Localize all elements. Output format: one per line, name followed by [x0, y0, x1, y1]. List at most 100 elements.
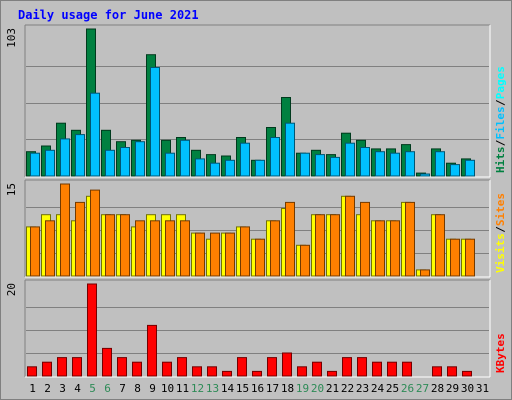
bar-files-day-15 — [240, 142, 250, 177]
bar-kbytes-day-1 — [27, 366, 37, 377]
bar-sites-day-20 — [315, 214, 325, 277]
bar-sites-day-23 — [360, 201, 370, 277]
x-tick-day-2: 2 — [44, 382, 51, 395]
x-tick-day-10: 10 — [161, 382, 174, 395]
side-label-files: Files — [494, 106, 507, 139]
bar-kbytes-day-28 — [432, 366, 442, 377]
x-tick-day-12: 12 — [191, 382, 204, 395]
bar-kbytes-day-8 — [132, 361, 142, 377]
x-tick-day-5: 5 — [89, 382, 96, 395]
bar-sites-day-1 — [30, 226, 40, 277]
bar-sites-day-19 — [300, 244, 310, 277]
bar-kbytes-day-12 — [192, 366, 202, 377]
bar-kbytes-day-2 — [42, 361, 52, 377]
bar-sites-day-7 — [120, 214, 130, 277]
bar-kbytes-day-14 — [222, 370, 232, 377]
side-label-hits: Hits — [494, 147, 507, 174]
bar-files-day-29 — [450, 164, 460, 177]
panel-max-label: 15 — [5, 183, 18, 196]
bar-files-day-5 — [90, 92, 100, 177]
bar-files-day-12 — [195, 158, 205, 177]
x-tick-day-9: 9 — [149, 382, 156, 395]
bar-files-day-18 — [285, 122, 295, 177]
bar-kbytes-day-4 — [72, 357, 82, 377]
bar-files-day-27 — [420, 173, 430, 177]
bar-files-day-4 — [75, 134, 85, 177]
x-tick-day-25: 25 — [386, 382, 399, 395]
x-tick-day-19: 19 — [296, 382, 309, 395]
bar-files-day-17 — [270, 137, 280, 177]
bar-kbytes-day-21 — [327, 370, 337, 377]
x-tick-day-30: 30 — [461, 382, 474, 395]
bar-files-day-1 — [30, 152, 40, 177]
x-tick-day-4: 4 — [74, 382, 81, 395]
bar-files-day-13 — [210, 162, 220, 177]
panel-max-label: 20 — [5, 283, 18, 296]
bar-sites-day-15 — [240, 226, 250, 277]
bar-files-day-3 — [60, 138, 70, 177]
bar-sites-day-9 — [150, 220, 160, 277]
x-tick-day-28: 28 — [431, 382, 444, 395]
bar-sites-day-27 — [420, 269, 430, 277]
bar-sites-day-12 — [195, 232, 205, 277]
bar-files-day-2 — [45, 149, 55, 177]
x-tick-day-3: 3 — [59, 382, 66, 395]
bar-files-day-25 — [390, 152, 400, 177]
bar-sites-day-24 — [375, 220, 385, 277]
x-tick-day-31: 31 — [476, 382, 489, 395]
bar-sites-day-16 — [255, 238, 265, 277]
bar-sites-day-17 — [270, 220, 280, 277]
bar-sites-day-25 — [390, 220, 400, 277]
bar-sites-day-14 — [225, 232, 235, 277]
bar-kbytes-day-11 — [177, 357, 187, 377]
bar-sites-day-8 — [135, 220, 145, 277]
bar-sites-day-22 — [345, 195, 355, 277]
panel-hits: 103 — [5, 24, 491, 178]
bar-files-day-11 — [180, 139, 190, 177]
x-tick-day-21: 21 — [326, 382, 339, 395]
side-label-separator: / — [494, 226, 507, 233]
x-tick-day-6: 6 — [104, 382, 111, 395]
bar-files-day-10 — [165, 152, 175, 177]
bar-sites-day-4 — [75, 201, 85, 277]
bar-kbytes-day-20 — [312, 361, 322, 377]
bar-kbytes-day-9 — [147, 324, 157, 377]
bar-files-day-6 — [105, 149, 115, 177]
bar-files-day-19 — [300, 152, 310, 177]
bar-kbytes-day-3 — [57, 357, 67, 377]
bar-sites-day-29 — [450, 238, 460, 277]
bar-kbytes-day-26 — [402, 361, 412, 377]
bar-files-day-23 — [360, 147, 370, 177]
bar-sites-day-28 — [435, 214, 445, 277]
side-label-pages: Pages — [494, 66, 507, 99]
bar-files-day-8 — [135, 141, 145, 177]
bar-kbytes-day-25 — [387, 361, 397, 377]
bar-sites-day-18 — [285, 201, 295, 277]
x-tick-day-26: 26 — [401, 382, 414, 395]
bar-files-day-7 — [120, 147, 130, 177]
bar-kbytes-day-30 — [462, 370, 472, 377]
bar-sites-day-2 — [45, 220, 55, 277]
bar-kbytes-day-22 — [342, 357, 352, 377]
bar-kbytes-day-15 — [237, 357, 247, 377]
bar-sites-day-5 — [90, 189, 100, 277]
x-tick-day-22: 22 — [341, 382, 354, 395]
bar-files-day-26 — [405, 151, 415, 177]
side-label-kbytes: KBytes — [494, 333, 507, 373]
x-tick-day-13: 13 — [206, 382, 219, 395]
bar-kbytes-day-24 — [372, 361, 382, 377]
panel-max-label: 103 — [5, 28, 18, 48]
x-tick-day-17: 17 — [266, 382, 279, 395]
bar-kbytes-day-23 — [357, 357, 367, 377]
x-tick-day-24: 24 — [371, 382, 385, 395]
side-label-separator: / — [494, 99, 507, 106]
bar-kbytes-day-6 — [102, 347, 112, 377]
x-tick-day-8: 8 — [134, 382, 141, 395]
bar-sites-day-6 — [105, 214, 115, 277]
x-tick-day-20: 20 — [311, 382, 324, 395]
x-tick-day-18: 18 — [281, 382, 294, 395]
bar-kbytes-day-7 — [117, 357, 127, 377]
bar-kbytes-day-16 — [252, 370, 262, 377]
side-label-sites: Sites — [494, 193, 507, 226]
